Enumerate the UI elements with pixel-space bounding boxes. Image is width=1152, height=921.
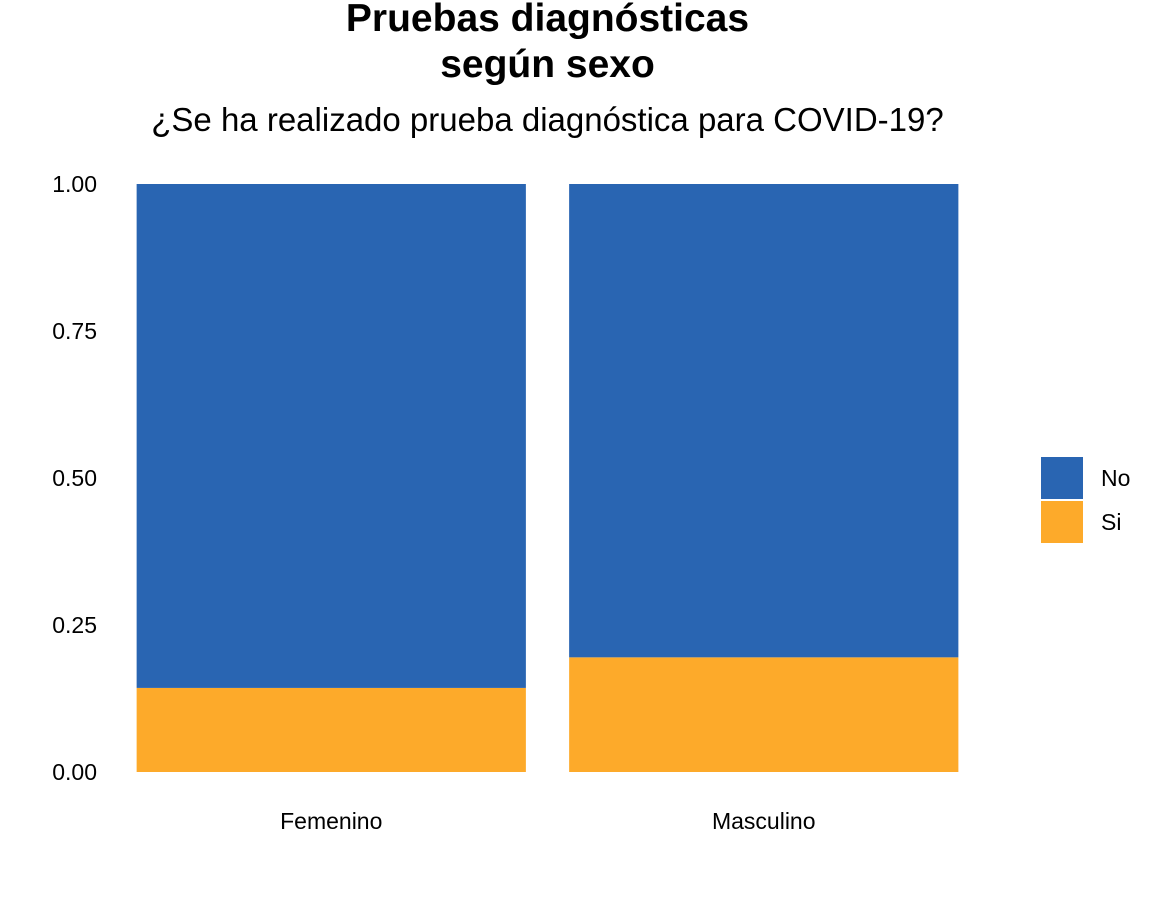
y-axis-ticks: 0.00 0.25 0.50 0.75 1.00 [52,171,97,785]
legend-label-no: No [1101,465,1130,491]
legend-label-si: Si [1101,509,1121,535]
bar-masculino-no [569,184,959,658]
legend-key-no [1039,455,1085,501]
bar-femenino-no [136,184,526,688]
chart-subtitle: ¿Se ha realizado prueba diagnóstica para… [151,101,944,138]
bar-femenino-si [136,687,526,772]
y-tick-label: 1.00 [52,171,97,197]
x-tick-label-femenino: Femenino [280,808,382,834]
y-tick-label: 0.00 [52,759,97,785]
y-tick-label: 0.25 [52,612,97,638]
y-tick-label: 0.50 [52,465,97,491]
legend: No Si [1039,455,1130,545]
legend-key-si [1039,499,1085,545]
chart-title-line-2: según sexo [440,43,655,86]
bars-layer [136,184,959,772]
bar-masculino-si [569,657,959,772]
chart-title-line-1: Pruebas diagnósticas [345,0,750,40]
x-axis-ticks: Femenino Masculino [280,808,815,834]
x-tick-label-masculino: Masculino [712,808,816,834]
y-tick-label: 0.75 [52,318,97,344]
